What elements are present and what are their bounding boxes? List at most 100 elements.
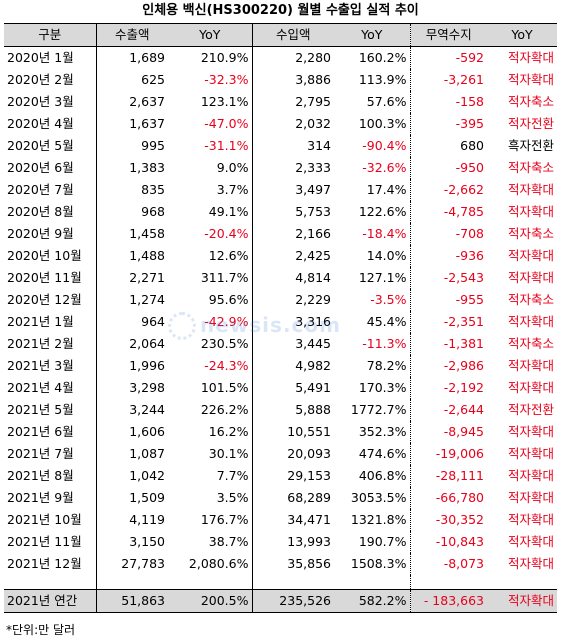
cell-export-amount: 2,271 xyxy=(129,270,165,285)
cell-trade-balance: -19,006 xyxy=(435,446,484,461)
cell-import-yoy: 17.4% xyxy=(334,179,411,201)
table-row: 2020년 6월 1,383 9.0% 2,333 -32.6% -950 적자축소 xyxy=(4,157,557,179)
table-row: 2021년 4월 3,298 101.5% 5,491 170.3% -2,192 적자확대 xyxy=(4,377,557,399)
cell-import-amount: 35,856 xyxy=(287,556,331,571)
cell-period: 2020년 9월 xyxy=(4,223,97,245)
cell-export-yoy: 16.2% xyxy=(168,421,253,443)
cell-export-amount: 2,637 xyxy=(129,94,165,109)
header-export-amount: 수출액 xyxy=(96,23,168,47)
cell-balance-status: 적자축소 xyxy=(507,160,554,175)
cell-period: 2021년 7월 xyxy=(4,443,97,465)
table-row: 2021년 9월 1,509 3.5% 68,289 3053.5% -66,780 적자확… xyxy=(4,487,557,509)
cell-import-yoy: 190.7% xyxy=(334,531,411,553)
cell-export-amount: 1,606 xyxy=(129,424,165,439)
cell-export-amount: 1,996 xyxy=(129,358,165,373)
spacer-cell xyxy=(252,575,334,590)
table-row: 2020년 3월 2,637 123.1% 2,795 57.6% -158 적자축소 xyxy=(4,91,557,113)
cell-balance-status: 적자확대 xyxy=(507,358,554,373)
cell-export-amount: 1,274 xyxy=(129,292,165,307)
cell-import-yoy: 3053.5% xyxy=(334,487,411,509)
cell-trade-balance: -30,352 xyxy=(435,512,484,527)
cell-balance-status: 적자축소 xyxy=(507,292,554,307)
table-row: 2021년 6월 1,606 16.2% 10,551 352.3% -8,945 적자확대 xyxy=(4,421,557,443)
cell-balance-status: 적자확대 xyxy=(507,468,554,483)
cell-trade-balance: -8,945 xyxy=(443,424,484,439)
cell-export-amount: 1,042 xyxy=(129,468,165,483)
cell-import-amount: 3,497 xyxy=(295,182,331,197)
cell-trade-balance: -28,111 xyxy=(435,468,484,483)
cell-trade-balance: -592 xyxy=(455,50,484,65)
cell-period: 2020년 5월 xyxy=(4,135,97,157)
cell-trade-balance: -2,351 xyxy=(443,314,484,329)
cell-export-amount: 1,689 xyxy=(129,50,165,65)
cell-balance-status: 적자확대 xyxy=(507,446,554,461)
cell-export-yoy: 176.7% xyxy=(168,509,253,531)
cell-export-yoy: -20.4% xyxy=(168,223,253,245)
cell-export-yoy: 3.7% xyxy=(168,179,253,201)
cell-import-yoy: 582.2% xyxy=(334,589,411,613)
header-trade-balance: 무역수지 xyxy=(410,23,487,47)
cell-import-amount: 3,445 xyxy=(295,336,331,351)
cell-balance-status: 적자확대 xyxy=(507,534,554,549)
table-row: 2021년 5월 3,244 226.2% 5,888 1772.7% -2,644 적자전… xyxy=(4,399,557,421)
cell-export-amount: 1,458 xyxy=(129,226,165,241)
trade-table: 구분 수출액 YoY 수입액 YoY 무역수지 YoY 2020년 1월 1,689 210.9… xyxy=(4,23,557,613)
cell-import-yoy: -90.4% xyxy=(334,135,411,157)
cell-export-amount: 27,783 xyxy=(121,556,165,571)
cell-import-amount: 10,551 xyxy=(287,424,331,439)
spacer-cell xyxy=(334,575,411,590)
cell-balance-status: 적자축소 xyxy=(507,226,554,241)
cell-balance-status: 적자축소 xyxy=(507,336,554,351)
cell-import-amount: 13,993 xyxy=(287,534,331,549)
cell-period: 2020년 4월 xyxy=(4,113,97,135)
cell-period: 2020년 1월 xyxy=(4,46,97,69)
cell-import-yoy: 113.9% xyxy=(334,69,411,91)
spacer-row xyxy=(4,575,557,590)
cell-import-amount: 2,795 xyxy=(295,94,331,109)
cell-period: 2021년 12월 xyxy=(4,553,97,575)
cell-balance-status: 적자확대 xyxy=(507,50,554,65)
cell-export-yoy: 226.2% xyxy=(168,399,253,421)
cell-period: 2020년 8월 xyxy=(4,201,97,223)
cell-export-yoy: 2,080.6% xyxy=(168,553,253,575)
cell-import-amount: 5,888 xyxy=(295,402,331,417)
cell-import-yoy: 160.2% xyxy=(334,46,411,69)
cell-export-yoy: 3.5% xyxy=(168,487,253,509)
cell-export-amount: 3,244 xyxy=(129,402,165,417)
cell-export-amount: 1,488 xyxy=(129,248,165,263)
cell-period: 2021년 4월 xyxy=(4,377,97,399)
cell-export-yoy: 230.5% xyxy=(168,333,253,355)
cell-import-yoy: 352.3% xyxy=(334,421,411,443)
cell-export-yoy: 101.5% xyxy=(168,377,253,399)
cell-trade-balance: -10,843 xyxy=(435,534,484,549)
table-row: 2020년 7월 835 3.7% 3,497 17.4% -2,662 적자확대 xyxy=(4,179,557,201)
cell-export-yoy: -24.3% xyxy=(168,355,253,377)
table-row: 2020년 2월 625 -32.3% 3,886 113.9% -3,261 적자확대 xyxy=(4,69,557,91)
spacer-cell xyxy=(487,575,557,590)
cell-balance-status: 적자확대 xyxy=(507,424,554,439)
cell-balance-status: 적자확대 xyxy=(507,72,554,87)
cell-period: 2021년 9월 xyxy=(4,487,97,509)
cell-balance-status: 흑자전환 xyxy=(507,138,554,153)
cell-trade-balance: -66,780 xyxy=(435,490,484,505)
cell-import-amount: 3,316 xyxy=(295,314,331,329)
cell-balance-status: 적자확대 xyxy=(507,204,554,219)
unit-note: *단위:만 달러 xyxy=(6,623,76,637)
table-row: 2021년 12월 27,783 2,080.6% 35,856 1508.3% -8,0… xyxy=(4,553,557,575)
cell-trade-balance: - 183,663 xyxy=(410,589,487,613)
cell-import-amount: 20,093 xyxy=(287,446,331,461)
cell-trade-balance: -1,381 xyxy=(443,336,484,351)
header-import-yoy: YoY xyxy=(334,23,411,47)
cell-balance-status: 적자확대 xyxy=(507,380,554,395)
cell-trade-balance: -158 xyxy=(455,94,484,109)
table-row: 2021년 7월 1,087 30.1% 20,093 474.6% -19,006 적자확… xyxy=(4,443,557,465)
cell-trade-balance: -4,785 xyxy=(443,204,484,219)
cell-import-amount: 2,333 xyxy=(295,160,331,175)
cell-export-amount: 1,383 xyxy=(129,160,165,175)
table-row: 2020년 4월 1,637 -47.0% 2,032 100.3% -395 적자전환 xyxy=(4,113,557,135)
cell-export-amount: 1,087 xyxy=(129,446,165,461)
cell-trade-balance: -2,192 xyxy=(443,380,484,395)
cell-export-yoy: 9.0% xyxy=(168,157,253,179)
cell-import-amount: 2,425 xyxy=(295,248,331,263)
